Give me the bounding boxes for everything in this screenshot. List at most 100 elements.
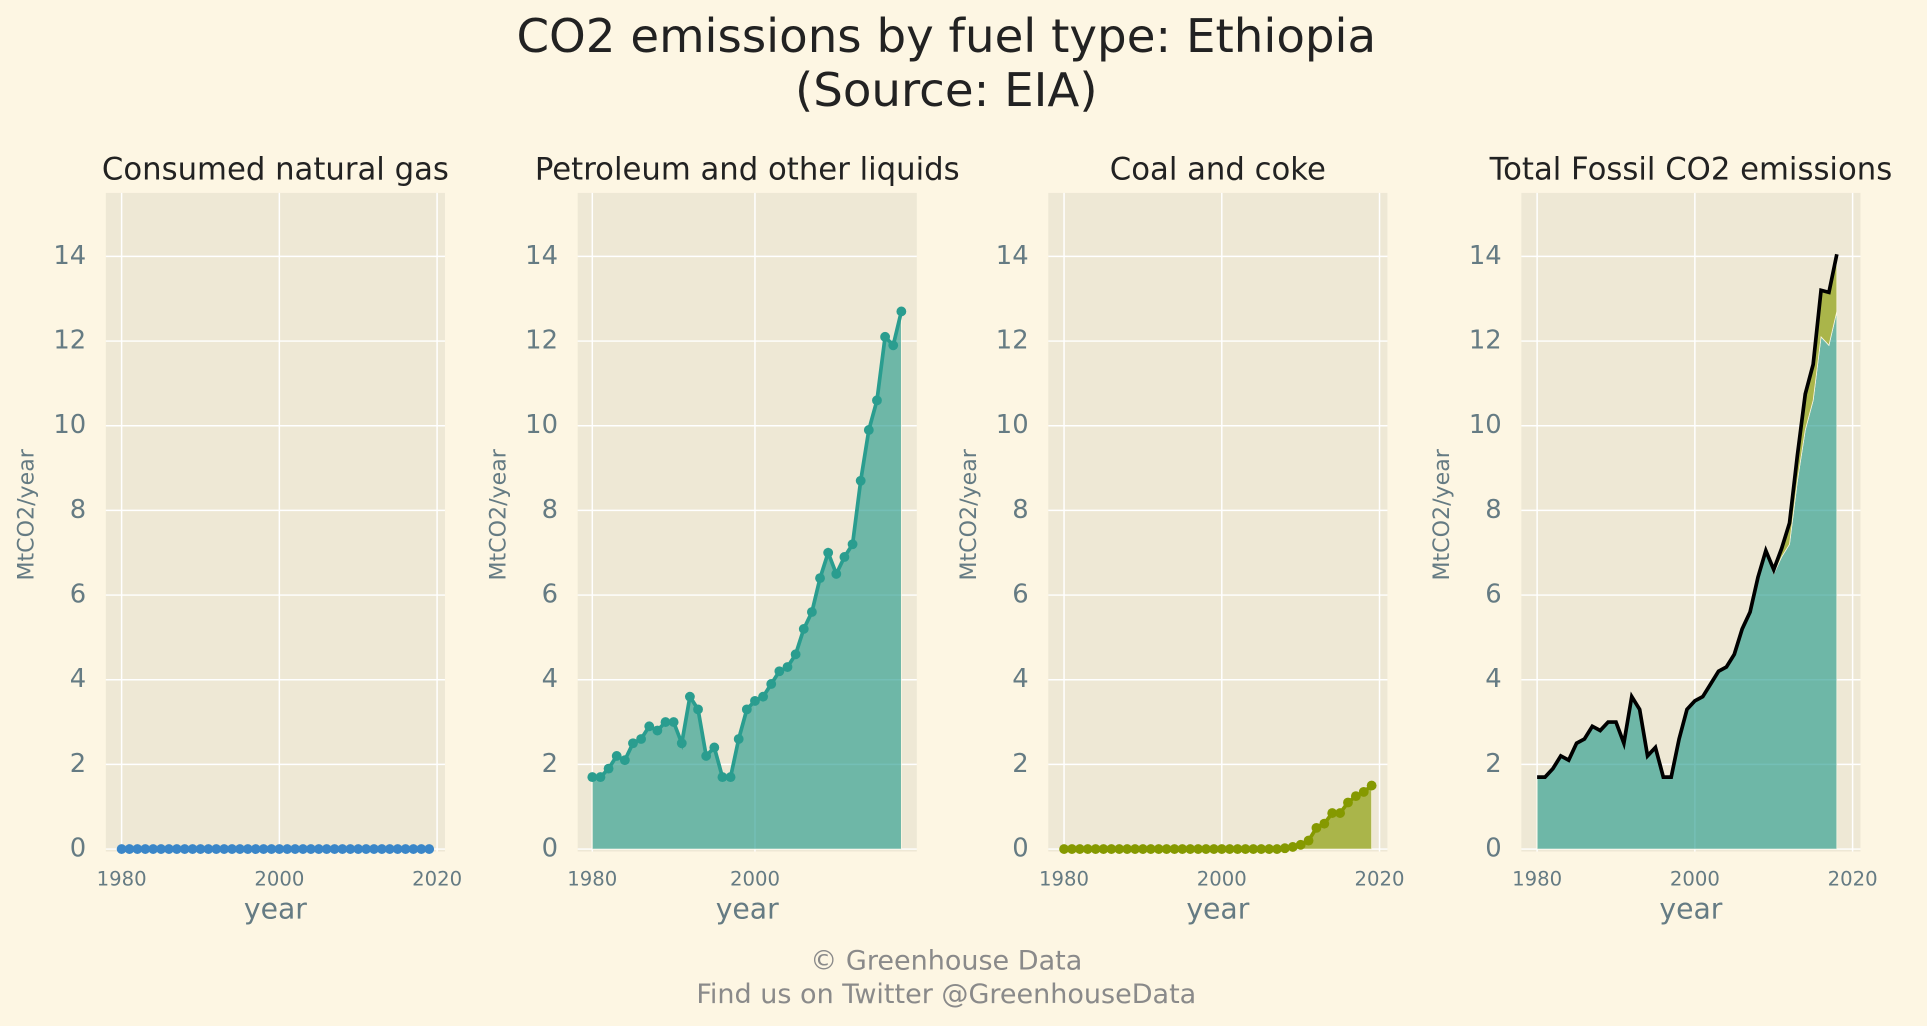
marker — [1082, 844, 1093, 854]
marker — [676, 738, 687, 749]
y-tick-label: 2 — [70, 749, 86, 779]
marker — [766, 679, 777, 689]
marker — [1311, 822, 1322, 833]
marker — [274, 844, 285, 854]
marker — [282, 844, 293, 854]
y-tick-label: 8 — [542, 495, 558, 525]
marker — [266, 844, 277, 854]
marker — [741, 704, 752, 715]
marker — [353, 844, 364, 854]
marker — [619, 755, 630, 766]
marker — [361, 844, 372, 854]
marker — [717, 772, 728, 783]
marker — [603, 763, 614, 774]
marker — [156, 844, 166, 854]
marker — [733, 734, 744, 744]
marker — [636, 734, 647, 744]
figure-title: CO2 emissions by fuel type: Ethiopia — [516, 10, 1376, 64]
y-tick-label: 6 — [70, 580, 86, 610]
y-tick-label: 8 — [70, 495, 86, 525]
marker — [227, 844, 237, 854]
y-tick-label: 0 — [1012, 834, 1028, 864]
x-axis-label: year — [244, 892, 307, 925]
figure-subtitle: (Source: EIA) — [795, 64, 1098, 118]
x-tick-label: 2000 — [1670, 867, 1720, 890]
marker — [1279, 843, 1290, 854]
y-axis-label: MtCO2/year — [14, 448, 40, 580]
x-tick-label: 2020 — [1355, 867, 1405, 890]
marker — [132, 844, 143, 854]
marker — [1358, 786, 1369, 797]
marker — [179, 844, 190, 854]
marker — [1201, 844, 1211, 854]
marker — [644, 721, 655, 732]
marker — [595, 772, 606, 783]
marker — [298, 844, 308, 854]
y-tick-label: 2 — [1012, 749, 1028, 779]
marker — [587, 772, 598, 783]
marker — [823, 547, 834, 558]
marker — [693, 704, 703, 715]
y-tick-label: 4 — [70, 664, 86, 694]
marker — [1327, 808, 1338, 818]
x-tick-label: 1980 — [1039, 867, 1089, 890]
y-tick-label: 6 — [542, 580, 558, 610]
y-tick-label: 2 — [1485, 749, 1501, 779]
y-tick-label: 0 — [1485, 834, 1501, 864]
marker — [709, 742, 720, 753]
x-tick-label: 1980 — [1512, 867, 1562, 890]
marker — [790, 649, 801, 660]
marker — [1090, 844, 1101, 854]
marker — [195, 844, 206, 854]
y-tick-label: 12 — [1469, 326, 1502, 356]
marker — [815, 573, 825, 584]
x-tick-label: 2000 — [254, 867, 304, 890]
y-tick-label: 8 — [1485, 495, 1501, 525]
marker — [831, 568, 842, 579]
marker — [345, 844, 356, 854]
marker — [234, 844, 245, 854]
marker — [660, 717, 671, 727]
y-tick-label: 2 — [542, 749, 558, 779]
marker — [1350, 791, 1361, 802]
marker — [1216, 844, 1227, 854]
marker — [888, 340, 899, 351]
marker — [750, 695, 760, 706]
marker — [668, 717, 679, 727]
marker — [424, 844, 435, 854]
y-tick-label: 10 — [996, 410, 1029, 440]
marker — [628, 738, 638, 749]
x-tick-label: 1980 — [567, 867, 617, 890]
marker — [369, 844, 379, 854]
marker — [1106, 844, 1117, 854]
x-tick-label: 2020 — [412, 867, 462, 890]
footer: © Greenhouse Data — [810, 946, 1082, 977]
y-tick-label: 4 — [1012, 664, 1028, 694]
y-tick-label: 4 — [1485, 664, 1501, 694]
y-tick-label: 14 — [1469, 241, 1502, 271]
marker — [164, 844, 174, 854]
marker — [140, 844, 151, 854]
marker — [863, 425, 874, 435]
marker — [1074, 844, 1085, 854]
marker — [400, 844, 411, 854]
marker — [1295, 839, 1306, 850]
y-tick-label: 10 — [53, 410, 86, 440]
marker — [1059, 844, 1069, 854]
marker — [1319, 818, 1330, 829]
plot-area — [1048, 192, 1388, 852]
marker — [203, 844, 214, 854]
marker — [1366, 780, 1377, 791]
marker — [847, 539, 858, 550]
marker — [148, 844, 159, 854]
x-axis-label: year — [716, 892, 779, 925]
y-axis-label: MtCO2/year — [956, 448, 982, 580]
marker — [1264, 844, 1275, 854]
marker — [329, 844, 340, 854]
y-tick-label: 4 — [542, 664, 558, 694]
y-tick-label: 12 — [525, 326, 558, 356]
x-tick-label: 2000 — [1197, 867, 1247, 890]
y-axis-label: MtCO2/year — [486, 448, 512, 580]
